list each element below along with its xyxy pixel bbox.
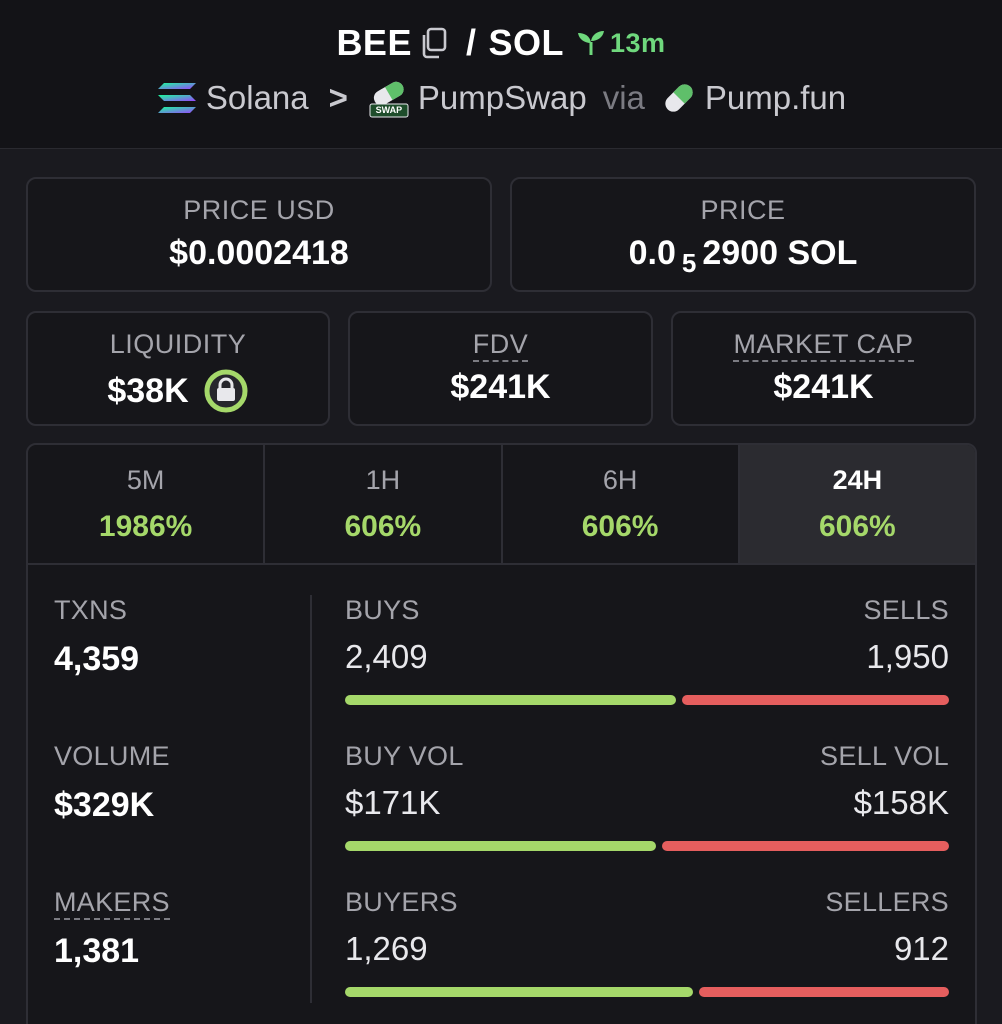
tab-5m[interactable]: 5M 1986% — [28, 445, 266, 563]
fdv-card: FDV $241K — [348, 311, 653, 426]
price-native-zero-count: 5 — [681, 248, 697, 278]
sell-vol-value: $158K — [853, 784, 949, 821]
buys-value: 2,409 — [345, 638, 428, 675]
volume-bar — [345, 841, 949, 851]
buy-sell-column: BUYS SELLS 2,409 1,950 BUY VOL SELL VOL … — [345, 595, 949, 1024]
market-cap-label[interactable]: MARKET CAP — [733, 329, 914, 362]
traders-ratio: BUYERS SELLERS 1,269 912 — [345, 887, 949, 1024]
makers-stat: MAKERS 1,381 — [54, 887, 304, 1024]
volume-ratio: BUY VOL SELL VOL $171K $158K — [345, 741, 949, 887]
buys-sells-bar — [345, 695, 949, 705]
liquidity-value-row: $38K — [28, 368, 328, 414]
fdv-value: $241K — [450, 368, 551, 406]
sell-segment — [682, 695, 949, 705]
price-usd-card: PRICE USD $0.0002418 — [26, 177, 492, 292]
tab-6h[interactable]: 6H 606% — [503, 445, 740, 563]
quote-token-symbol: SOL — [488, 22, 564, 63]
chain-link[interactable]: Solana — [205, 79, 309, 116]
sell-segment — [662, 841, 949, 851]
pair-age: 13m — [576, 28, 666, 59]
buy-segment — [345, 695, 676, 705]
breadcrumb: Solana > SWAP PumpSwap via Pump.fun — [0, 78, 1002, 118]
txns-stat: TXNS 4,359 — [54, 595, 304, 741]
copy-icon[interactable] — [420, 27, 448, 59]
solana-logo-icon — [156, 81, 198, 115]
pair-separator: / — [465, 22, 477, 63]
tab-24h[interactable]: 24H 606% — [739, 445, 975, 563]
tab-label: 6H — [602, 465, 638, 495]
pair-title: BEE / SOL 13m — [0, 22, 1002, 64]
traders-bar — [345, 987, 949, 997]
volume-stat: VOLUME $329K — [54, 741, 304, 887]
trade-stats-panel: 5M 1986% 1H 606% 6H 606% 24H 606% TXNS 4… — [26, 443, 977, 1024]
tab-change: 1986% — [98, 510, 193, 543]
liquidity-label: LIQUIDITY — [109, 329, 247, 359]
chevron-right-icon: > — [328, 79, 348, 116]
buy-vol-label: BUY VOL — [345, 741, 464, 771]
price-usd-value: $0.0002418 — [169, 234, 349, 272]
buy-vol-value: $171K — [345, 784, 441, 821]
tab-change: 606% — [581, 510, 659, 543]
base-token-symbol: BEE — [336, 22, 412, 63]
sell-vol-label: SELL VOL — [820, 741, 949, 771]
liquidity-value: $38K — [107, 371, 189, 410]
market-cap-value: $241K — [773, 368, 874, 406]
column-divider — [310, 595, 312, 1003]
buyers-label: BUYERS — [345, 887, 458, 917]
makers-label[interactable]: MAKERS — [54, 887, 170, 920]
fdv-label[interactable]: FDV — [472, 329, 529, 362]
volume-label: VOLUME — [54, 741, 170, 771]
tab-label: 5M — [126, 465, 165, 495]
buyers-value: 1,269 — [345, 930, 428, 967]
tab-1h[interactable]: 1H 606% — [265, 445, 503, 563]
timeframe-tabs: 5M 1986% 1H 606% 6H 606% 24H 606% — [28, 445, 975, 565]
sellers-value: 912 — [893, 930, 949, 967]
volume-value: $329K — [54, 786, 155, 824]
sellers-label: SELLERS — [825, 887, 949, 917]
price-native-label: PRICE — [700, 195, 786, 225]
buys-label: BUYS — [345, 595, 420, 625]
market-cap-card: MARKET CAP $241K — [671, 311, 976, 426]
launchpad-link[interactable]: Pump.fun — [704, 79, 847, 116]
sprout-icon — [578, 31, 604, 55]
price-usd-label: PRICE USD — [183, 195, 335, 225]
pumpswap-badge-text: SWAP — [375, 105, 403, 115]
pill-icon — [661, 80, 697, 116]
totals-column: TXNS 4,359 VOLUME $329K MAKERS 1,381 — [54, 595, 304, 1024]
sells-value: 1,950 — [866, 638, 949, 675]
sells-label: SELLS — [863, 595, 949, 625]
txns-value: 4,359 — [54, 640, 140, 678]
lock-icon[interactable] — [203, 368, 249, 414]
tab-label: 1H — [365, 465, 401, 495]
pair-age-value: 13m — [610, 27, 666, 58]
pumpswap-logo-icon: SWAP — [368, 78, 410, 118]
buys-sells-ratio: BUYS SELLS 2,409 1,950 — [345, 595, 949, 741]
via-label: via — [602, 79, 645, 116]
price-native-prefix: 0.0 — [628, 234, 676, 272]
tab-label: 24H — [832, 465, 883, 495]
sell-segment — [699, 987, 949, 997]
liquidity-card: LIQUIDITY $38K — [26, 311, 330, 426]
makers-value: 1,381 — [54, 932, 140, 970]
price-native-suffix: 2900 SOL — [702, 234, 858, 272]
tab-change: 606% — [344, 510, 422, 543]
price-native-card: PRICE 0.0 5 2900 SOL — [510, 177, 976, 292]
buy-segment — [345, 987, 693, 997]
buy-segment — [345, 841, 656, 851]
pair-header: BEE / SOL 13m — [0, 0, 1002, 149]
tab-change: 606% — [819, 510, 896, 543]
txns-label: TXNS — [54, 595, 128, 625]
price-native-value: 0.0 5 2900 SOL — [512, 234, 974, 278]
dex-link[interactable]: PumpSwap — [417, 79, 587, 116]
